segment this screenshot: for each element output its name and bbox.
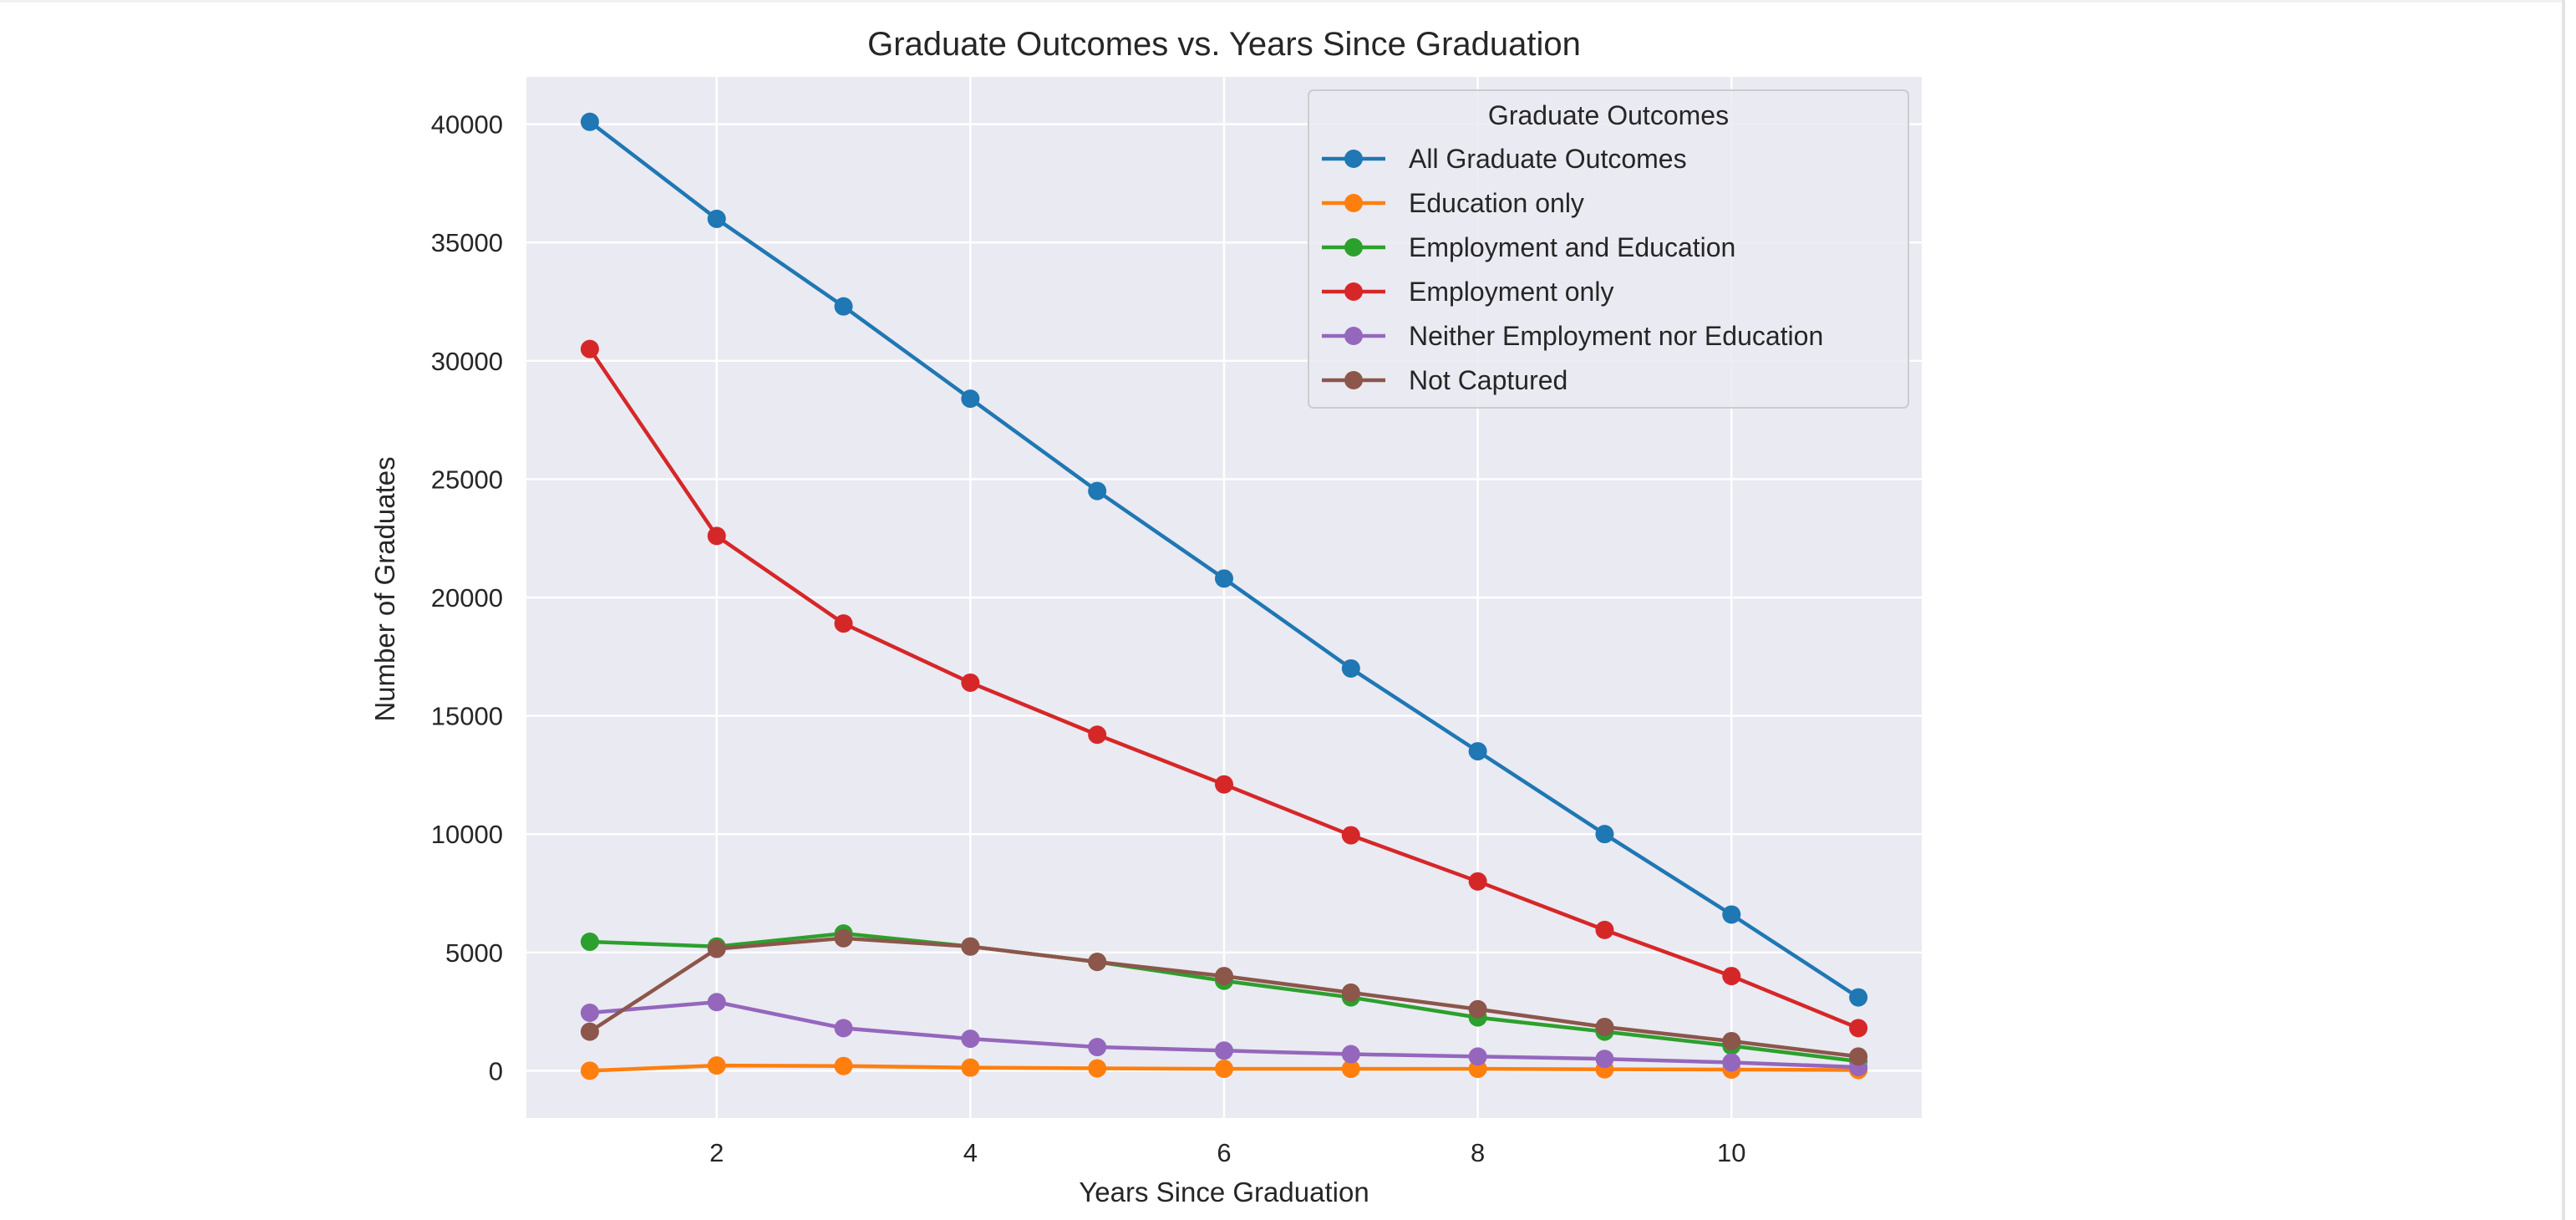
- legend-swatch-marker: [1344, 194, 1363, 212]
- data-point: [961, 673, 980, 692]
- data-point: [580, 1003, 599, 1022]
- legend-swatch-marker: [1344, 150, 1363, 168]
- data-point: [580, 339, 599, 358]
- data-point: [1088, 1059, 1107, 1078]
- data-point: [1088, 481, 1107, 501]
- data-point: [580, 1022, 599, 1041]
- data-point: [1215, 775, 1233, 794]
- legend-label: Education only: [1409, 188, 1584, 218]
- legend-swatch-marker: [1344, 238, 1363, 257]
- data-point: [1088, 953, 1107, 972]
- data-point: [961, 1029, 980, 1049]
- data-point: [1595, 825, 1614, 844]
- data-point: [580, 1061, 599, 1080]
- data-point: [1722, 905, 1741, 924]
- data-point: [834, 1056, 853, 1075]
- series-not-captured: [580, 928, 1868, 1066]
- data-point: [1849, 1019, 1868, 1038]
- data-point: [834, 1019, 853, 1038]
- x-axis-label: Years Since Graduation: [1079, 1177, 1369, 1207]
- y-axis-label: Number of Graduates: [369, 456, 400, 721]
- window-right-scrollbar[interactable]: [2562, 0, 2565, 1220]
- data-point: [1341, 983, 1360, 1002]
- y-tick-label: 15000: [431, 702, 503, 731]
- legend-label: Employment only: [1409, 277, 1613, 307]
- legend-entry: Employment only: [1322, 277, 1613, 307]
- data-point: [1468, 999, 1487, 1019]
- data-point: [707, 1056, 726, 1075]
- data-point: [1341, 1045, 1360, 1064]
- y-tick-label: 25000: [431, 465, 503, 494]
- data-point: [707, 993, 726, 1012]
- legend-label: Neither Employment nor Education: [1409, 321, 1823, 351]
- data-point: [1722, 967, 1741, 986]
- data-point: [1468, 872, 1487, 891]
- data-point: [961, 389, 980, 409]
- legend: Graduate Outcomes All Graduate Outcomes E…: [1308, 89, 1909, 409]
- legend-entry: Neither Employment nor Education: [1322, 321, 1823, 351]
- x-tick-label: 4: [963, 1138, 978, 1167]
- window-top-edge: [0, 0, 2562, 3]
- data-point: [961, 1058, 980, 1077]
- data-point: [1215, 967, 1233, 986]
- series-employment-only: [580, 339, 1868, 1038]
- y-tick-label: 5000: [445, 938, 503, 968]
- data-point: [834, 297, 853, 316]
- series-neither-employment-nor-education: [580, 993, 1868, 1077]
- x-tick-label: 8: [1471, 1138, 1485, 1167]
- legend-title: Graduate Outcomes: [1488, 100, 1729, 130]
- x-tick-label: 6: [1217, 1138, 1231, 1167]
- data-point: [1849, 988, 1868, 1007]
- data-point: [1849, 1047, 1868, 1066]
- data-point: [1468, 1047, 1487, 1066]
- data-point: [1595, 1050, 1614, 1069]
- series-all-graduate-outcomes: [580, 112, 1868, 1007]
- data-point: [1722, 1031, 1741, 1050]
- y-tick-label: 0: [489, 1056, 503, 1085]
- legend-swatch-marker: [1344, 282, 1363, 301]
- data-point: [1341, 658, 1360, 678]
- legend-entry: Education only: [1322, 188, 1584, 218]
- legend-label: All Graduate Outcomes: [1409, 144, 1687, 174]
- data-point: [1088, 725, 1107, 745]
- legend-label: Not Captured: [1409, 365, 1567, 395]
- data-point: [1215, 1060, 1233, 1079]
- data-point: [580, 933, 599, 952]
- data-point: [834, 928, 853, 948]
- data-point: [580, 112, 599, 131]
- legend-entry: All Graduate Outcomes: [1322, 144, 1687, 174]
- data-point: [1595, 920, 1614, 939]
- data-point: [961, 937, 980, 956]
- legend-swatch-marker: [1344, 371, 1363, 389]
- y-tick-label: 10000: [431, 820, 503, 849]
- legend-box: [1308, 89, 1909, 409]
- data-point: [707, 209, 726, 228]
- data-point: [1722, 1053, 1741, 1072]
- y-tick-label: 30000: [431, 347, 503, 376]
- data-point: [1215, 1041, 1233, 1060]
- data-point: [1215, 569, 1233, 588]
- data-point: [834, 614, 853, 633]
- tick-labels: 0 5000 10000 15000 20000 25000 30000 35000 40000…: [431, 110, 1746, 1167]
- data-point: [1341, 826, 1360, 845]
- data-point: [1341, 1060, 1360, 1079]
- legend-label: Employment and Education: [1409, 232, 1735, 262]
- data-point: [1468, 742, 1487, 761]
- legend-swatch-marker: [1344, 327, 1363, 345]
- y-tick-label: 35000: [431, 228, 503, 257]
- x-tick-label: 10: [1717, 1138, 1745, 1167]
- data-point: [1088, 1038, 1107, 1057]
- legend-entries: All Graduate Outcomes Education only Emplo…: [1322, 144, 1823, 395]
- data-point: [707, 526, 726, 546]
- series-layer: [580, 112, 1868, 1080]
- y-tick-label: 40000: [431, 110, 503, 140]
- y-tick-label: 20000: [431, 583, 503, 613]
- data-point: [1595, 1017, 1614, 1036]
- legend-entry: Not Captured: [1322, 365, 1567, 395]
- data-point: [707, 939, 726, 958]
- legend-entry: Employment and Education: [1322, 232, 1735, 262]
- x-tick-label: 2: [709, 1138, 724, 1167]
- chart-title: Graduate Outcomes vs. Years Since Gradua…: [867, 26, 1581, 63]
